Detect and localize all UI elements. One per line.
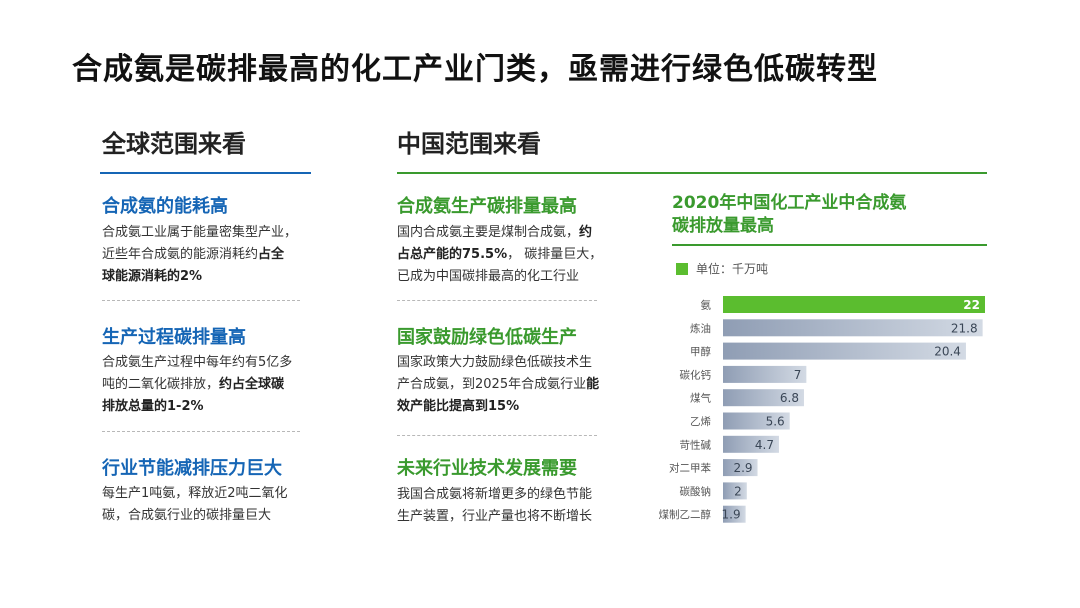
value-label: 2 [734,484,742,498]
category-label: 乙烯 [690,415,711,428]
category-label: 苛性碱 [680,438,712,451]
bar-5 [723,412,790,430]
bar-9 [723,505,746,523]
global-section-2-title: 生产过程碳排量高 [102,327,246,348]
category-label: 对二甲苯 [669,462,711,475]
china-section-1-text: 国内合成氨主要是煤制合成氨，约 占总产能的75.5%， 碳排量巨大， 已成为中国… [397,225,603,284]
china-section-2-text: 国家政策大力鼓励绿色低碳技术生 产合成氨，到2025年合成氨行业能 效产能比提高… [397,355,600,414]
divider [397,300,597,301]
divider [102,431,300,432]
bar-chart: 氨 22 炼油 21.8 甲醇 20.4 碳化钙 7 煤气 6.8 乙烯 5.6 苛性碱 4.7 对二甲苯 2… [659,296,985,523]
bar-8 [723,482,747,500]
value-label: 20.4 [934,345,961,359]
category-label: 甲醇 [690,345,711,358]
category-label: 氨 [701,299,712,312]
global-section-2-text: 合成氨生产过程中每年约有5亿多 吨的二氧化碳排放，约占全球碳 排放总量的1-2% [102,355,293,414]
value-label: 1.9 [722,508,741,522]
global-heading-rule [100,172,311,174]
value-label: 6.8 [780,391,799,405]
value-label: 7 [794,368,802,382]
legend-label: 单位：千万吨 [696,262,769,276]
china-section-3-text: 我国合成氨将新增更多的绿色节能 生产装置，行业产量也将不断增长 [397,487,593,524]
category-label: 煤制乙二醇 [659,508,712,521]
category-label: 炼油 [690,322,711,335]
category-label: 碳化钙 [680,368,712,381]
page-title: 合成氨是碳排最高的化工产业门类，亟需进行绿色低碳转型 [72,52,878,87]
value-label: 22 [963,298,980,312]
chart-title-rule [672,244,987,246]
value-label: 21.8 [951,321,978,335]
bar-0 [723,296,985,313]
global-section-3-text: 每生产1吨氨，释放近2吨二氧化 碳，合成氨行业的碳排量巨大 [102,486,288,523]
china-heading: 中国范围来看 [397,130,541,158]
value-label: 4.7 [755,438,774,452]
chart-legend: 单位：千万吨 [676,260,768,277]
bar-2 [723,342,966,360]
global-section-1-text: 合成氨工业属于能量密集型产业， 近些年合成氨的能源消耗约占全 球能源消耗的2% [102,225,298,284]
global-section-3-title: 行业节能减排压力巨大 [102,458,282,479]
divider [102,300,300,301]
value-label: 5.6 [766,415,785,429]
china-section-1-title: 合成氨生产碳排量最高 [397,196,577,217]
china-heading-rule [397,172,987,174]
category-label: 碳酸钠 [680,485,712,498]
bar-3 [723,365,807,383]
global-section-1-title: 合成氨的能耗高 [102,196,228,217]
bar-6 [723,435,779,453]
legend-swatch [676,262,688,275]
global-heading: 全球范围来看 [102,130,246,158]
category-label: 煤气 [690,392,711,405]
divider [397,435,597,436]
value-label: 2.9 [733,461,752,475]
bar-7 [723,459,758,477]
china-section-3-title: 未来行业技术发展需要 [397,458,577,479]
bar-4 [723,389,804,407]
chart-title: 2020年中国化工产业中合成氨 碳排放量最高 [672,193,907,236]
bar-1 [723,319,983,337]
china-section-2-title: 国家鼓励绿色低碳生产 [397,327,577,348]
